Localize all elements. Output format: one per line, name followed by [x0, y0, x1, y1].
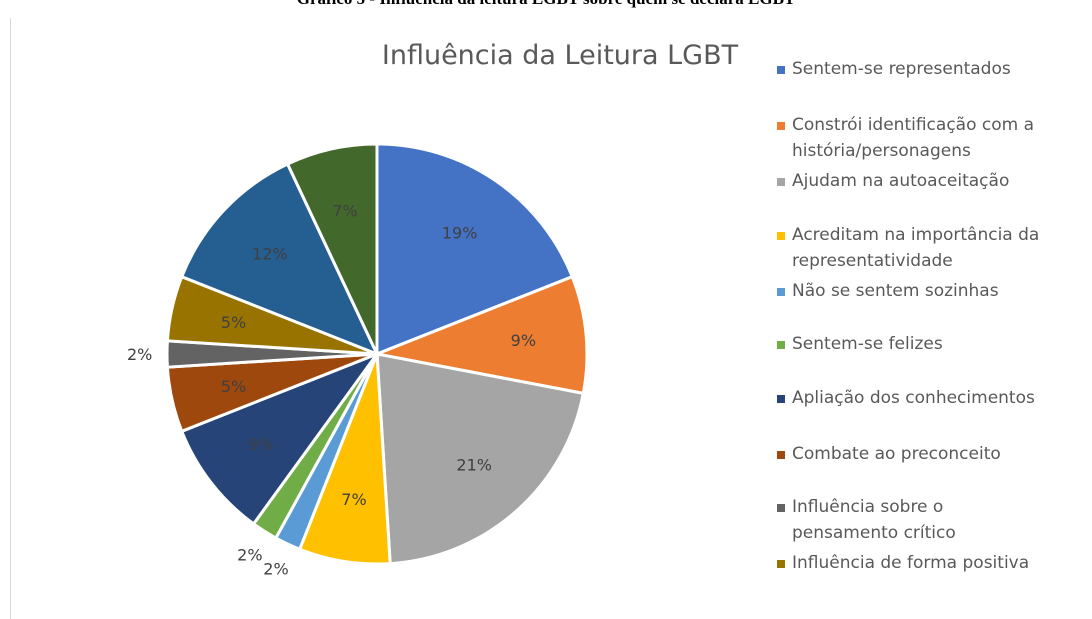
legend-label: Ajudam na autoaceitação	[792, 171, 1010, 191]
legend-item: Sentem-se representados	[777, 56, 1052, 82]
pie-slice	[179, 350, 382, 526]
caption: Gráfico 5 - Influência da leitura LGBT s…	[297, 0, 796, 8]
legend-item: Constrói identificação com a história/pe…	[777, 112, 1052, 164]
data-label: 2%	[237, 545, 262, 564]
legend-swatch	[777, 232, 785, 240]
legend-item: Influência sobre o pensamento crítico	[777, 494, 1052, 546]
legend-label: Combate ao preconceito	[792, 444, 1001, 464]
legend-item: Sentem-se felizes	[777, 331, 1052, 357]
pie-slice	[375, 142, 575, 357]
legend-item: Combate ao preconceito	[777, 441, 1052, 467]
legend-swatch	[777, 395, 785, 403]
pie-slice	[375, 352, 586, 566]
legend-label: Apliação dos conhecimentos	[792, 388, 1035, 408]
data-label: 2%	[127, 345, 152, 364]
legend-swatch	[777, 178, 785, 186]
legend-item: Influência de forma positiva	[777, 550, 1052, 576]
data-label: 7%	[332, 202, 357, 221]
legend-label: Não se sentem sozinhas	[792, 281, 999, 301]
legend-swatch	[777, 341, 785, 349]
data-label: 5%	[221, 313, 246, 332]
legend-swatch	[777, 451, 785, 459]
legend-item: Acreditam na importância da representati…	[777, 222, 1052, 274]
pie-slice	[179, 161, 380, 357]
pie-slice	[285, 142, 379, 355]
legend-label: Sentem-se felizes	[792, 334, 943, 354]
legend-item: Apliação dos conhecimentos	[777, 385, 1052, 411]
legend-swatch	[777, 504, 785, 512]
legend-label: Constrói identificação com a história/pe…	[792, 115, 1035, 161]
pie-slice	[371, 274, 589, 396]
legend-label: Sentem-se representados	[792, 59, 1011, 79]
data-label: 9%	[248, 435, 273, 454]
legend-label: Influência de forma positiva	[792, 553, 1030, 573]
legend-item: Ajudam na autoaceitação	[777, 168, 1052, 194]
legend-label: Acreditam na importância da representati…	[792, 225, 1040, 271]
data-label: 2%	[263, 560, 288, 579]
data-label: 9%	[511, 331, 536, 350]
data-label: 7%	[341, 490, 366, 509]
data-label: 5%	[221, 377, 246, 396]
legend-label: Influência sobre o pensamento crítico	[792, 497, 956, 543]
legend-item: Não se sentem sozinhas	[777, 278, 1052, 304]
chart-title: Influência da Leitura LGBT	[382, 40, 739, 71]
legend-swatch	[777, 122, 785, 130]
legend-swatch	[777, 288, 785, 296]
legend-swatch	[777, 560, 785, 568]
data-label: 19%	[442, 223, 478, 242]
data-label: 12%	[252, 244, 288, 263]
data-label: 21%	[456, 455, 492, 474]
legend-swatch	[777, 66, 785, 74]
